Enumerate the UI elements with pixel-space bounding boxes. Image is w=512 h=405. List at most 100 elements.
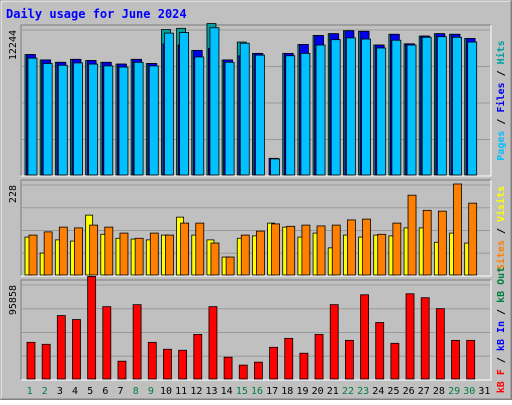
day-label: 10	[160, 386, 172, 397]
bar-pages	[285, 55, 296, 176]
bar-kbf	[390, 342, 400, 380]
bar-kbf	[314, 333, 324, 380]
panel-legend-label: Pages / Files / Hits	[495, 40, 507, 160]
panel-max-label: 95858	[8, 285, 19, 315]
bar-sites	[377, 233, 387, 276]
bar-kbf	[223, 356, 233, 380]
panel-legend-part: Hits	[495, 40, 507, 64]
bar-pages	[194, 56, 205, 176]
bar-sites	[331, 224, 341, 276]
bar-pages	[133, 61, 144, 176]
bar-kbf	[178, 349, 188, 380]
bar-pages	[27, 57, 38, 176]
day-label: 16	[251, 386, 263, 397]
bar-sites	[346, 219, 356, 276]
bar-kbf	[163, 348, 172, 380]
bar-sites	[134, 237, 144, 276]
bar-kbf	[360, 294, 369, 380]
bar-kbf	[344, 339, 354, 380]
day-label: 20	[312, 386, 324, 397]
day-label: 30	[463, 386, 475, 397]
bar-sites	[225, 256, 235, 276]
bar-sites	[210, 242, 220, 276]
day-label: 23	[357, 386, 369, 397]
day-label: 1	[27, 386, 33, 397]
day-label: 6	[102, 386, 108, 397]
bar-sites	[271, 223, 280, 276]
bar-kbf	[329, 304, 339, 380]
panel-max-label: 12244	[8, 30, 19, 60]
bar-kbf	[147, 341, 157, 380]
day-label: 14	[221, 386, 233, 397]
day-label: 24	[372, 386, 384, 397]
panel-legend-part: kB F	[496, 369, 507, 393]
bar-pages	[376, 47, 387, 176]
bar-pages	[255, 54, 265, 176]
panel-max-label: 228	[8, 185, 19, 203]
bar-pages	[209, 27, 220, 176]
bar-kbf	[405, 293, 415, 380]
bar-sites	[316, 225, 326, 276]
bar-pages	[315, 44, 326, 176]
panel-legend-part: Sites	[495, 240, 507, 270]
chart-panel: 12244 Pages / Files / Hits	[8, 23, 507, 177]
bar-sites	[149, 232, 159, 276]
panel-legend-label: kB F / kB In / kB Out	[496, 267, 507, 393]
bar-kbf	[41, 343, 51, 380]
bar-kbf	[193, 333, 203, 380]
bar-pages	[467, 41, 478, 176]
bar-sites	[43, 231, 53, 276]
panel-legend-label: Sites / Visits	[495, 186, 507, 270]
chart-panel: 95858 kB F / kB In / kB Out	[8, 267, 507, 393]
bar-pages	[391, 39, 402, 176]
bar-kbf	[26, 341, 36, 380]
day-label: 29	[448, 386, 460, 397]
day-label: 2	[42, 386, 48, 397]
bar-pages	[118, 66, 129, 176]
panel-legend-part: /	[496, 113, 507, 131]
bar-sites	[195, 222, 205, 276]
day-label: 22	[342, 386, 354, 397]
bar-pages	[452, 36, 462, 176]
panel-legend-part: /	[496, 351, 507, 369]
bar-kbf	[208, 306, 218, 380]
bar-sites	[165, 234, 174, 276]
panel-legend-part: /	[496, 222, 507, 240]
bar-sites	[240, 234, 250, 276]
panel-legend-part: Files	[495, 82, 507, 112]
bar-kbf	[254, 361, 263, 380]
bar-kbf	[269, 346, 278, 380]
day-label: 9	[148, 386, 154, 397]
panel-border-top	[20, 279, 491, 380]
bar-kbf	[284, 337, 294, 380]
panel-legend-part: kB In	[496, 321, 507, 351]
bar-kbf	[451, 339, 460, 380]
panel-legend-part: Pages	[496, 131, 507, 161]
panel-border-top	[20, 179, 491, 276]
bar-pages	[73, 62, 83, 176]
day-label: 21	[327, 386, 339, 397]
bar-pages	[421, 36, 432, 176]
panel-border-bottom	[21, 280, 492, 381]
day-label: 25	[387, 386, 399, 397]
day-label: 28	[433, 386, 445, 397]
day-label: 26	[403, 386, 415, 397]
day-label: 31	[478, 386, 490, 397]
bar-kbf	[132, 304, 142, 380]
bar-kbf	[102, 306, 112, 380]
bar-sites	[407, 194, 417, 276]
bar-pages	[224, 61, 235, 176]
chart-title: Daily usage for June 2024	[6, 7, 187, 21]
bar-kbf	[72, 319, 81, 380]
bar-sites	[286, 225, 296, 276]
bar-sites	[104, 226, 114, 276]
day-label: 4	[72, 386, 78, 397]
day-label: 19	[296, 386, 308, 397]
bar-pages	[330, 39, 341, 176]
bar-sites	[422, 209, 432, 276]
bar-sites	[437, 210, 447, 276]
panel-border-top	[20, 24, 491, 176]
